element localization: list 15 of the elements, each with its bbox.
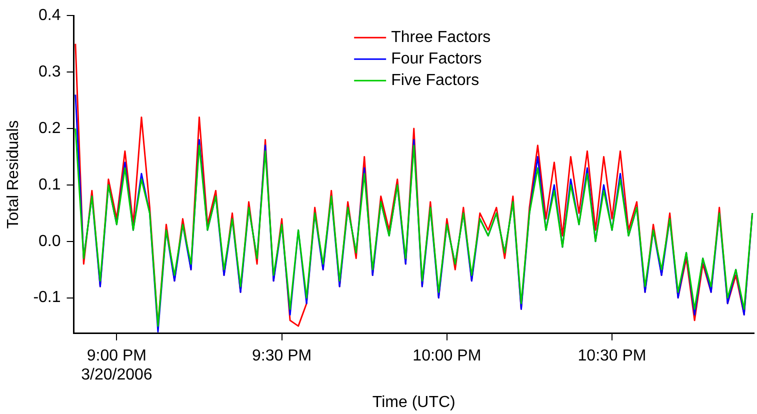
y-tick-label: 0.0	[38, 232, 61, 250]
y-tick-label: -0.1	[33, 289, 61, 306]
legend-label: Four Factors	[391, 50, 482, 68]
y-tick-label: 0.3	[38, 63, 61, 80]
legend-label: Five Factors	[391, 72, 480, 90]
y-axis-title: Total Residuals	[5, 120, 22, 229]
y-tick-label: 0.1	[38, 176, 61, 194]
x-tick-label: 10:30 PM	[578, 347, 646, 364]
y-tick-label: 0.2	[38, 120, 61, 137]
legend-label: Three Factors	[391, 29, 491, 46]
y-tick-label: 0.4	[38, 7, 61, 24]
x-axis-title: Time (UTC)	[372, 394, 456, 411]
x-tick-label: 9:00 PM 3/20/2006	[81, 347, 152, 384]
x-tick-label: 9:30 PM	[252, 347, 312, 364]
x-tick-label: 10:00 PM	[412, 347, 482, 364]
